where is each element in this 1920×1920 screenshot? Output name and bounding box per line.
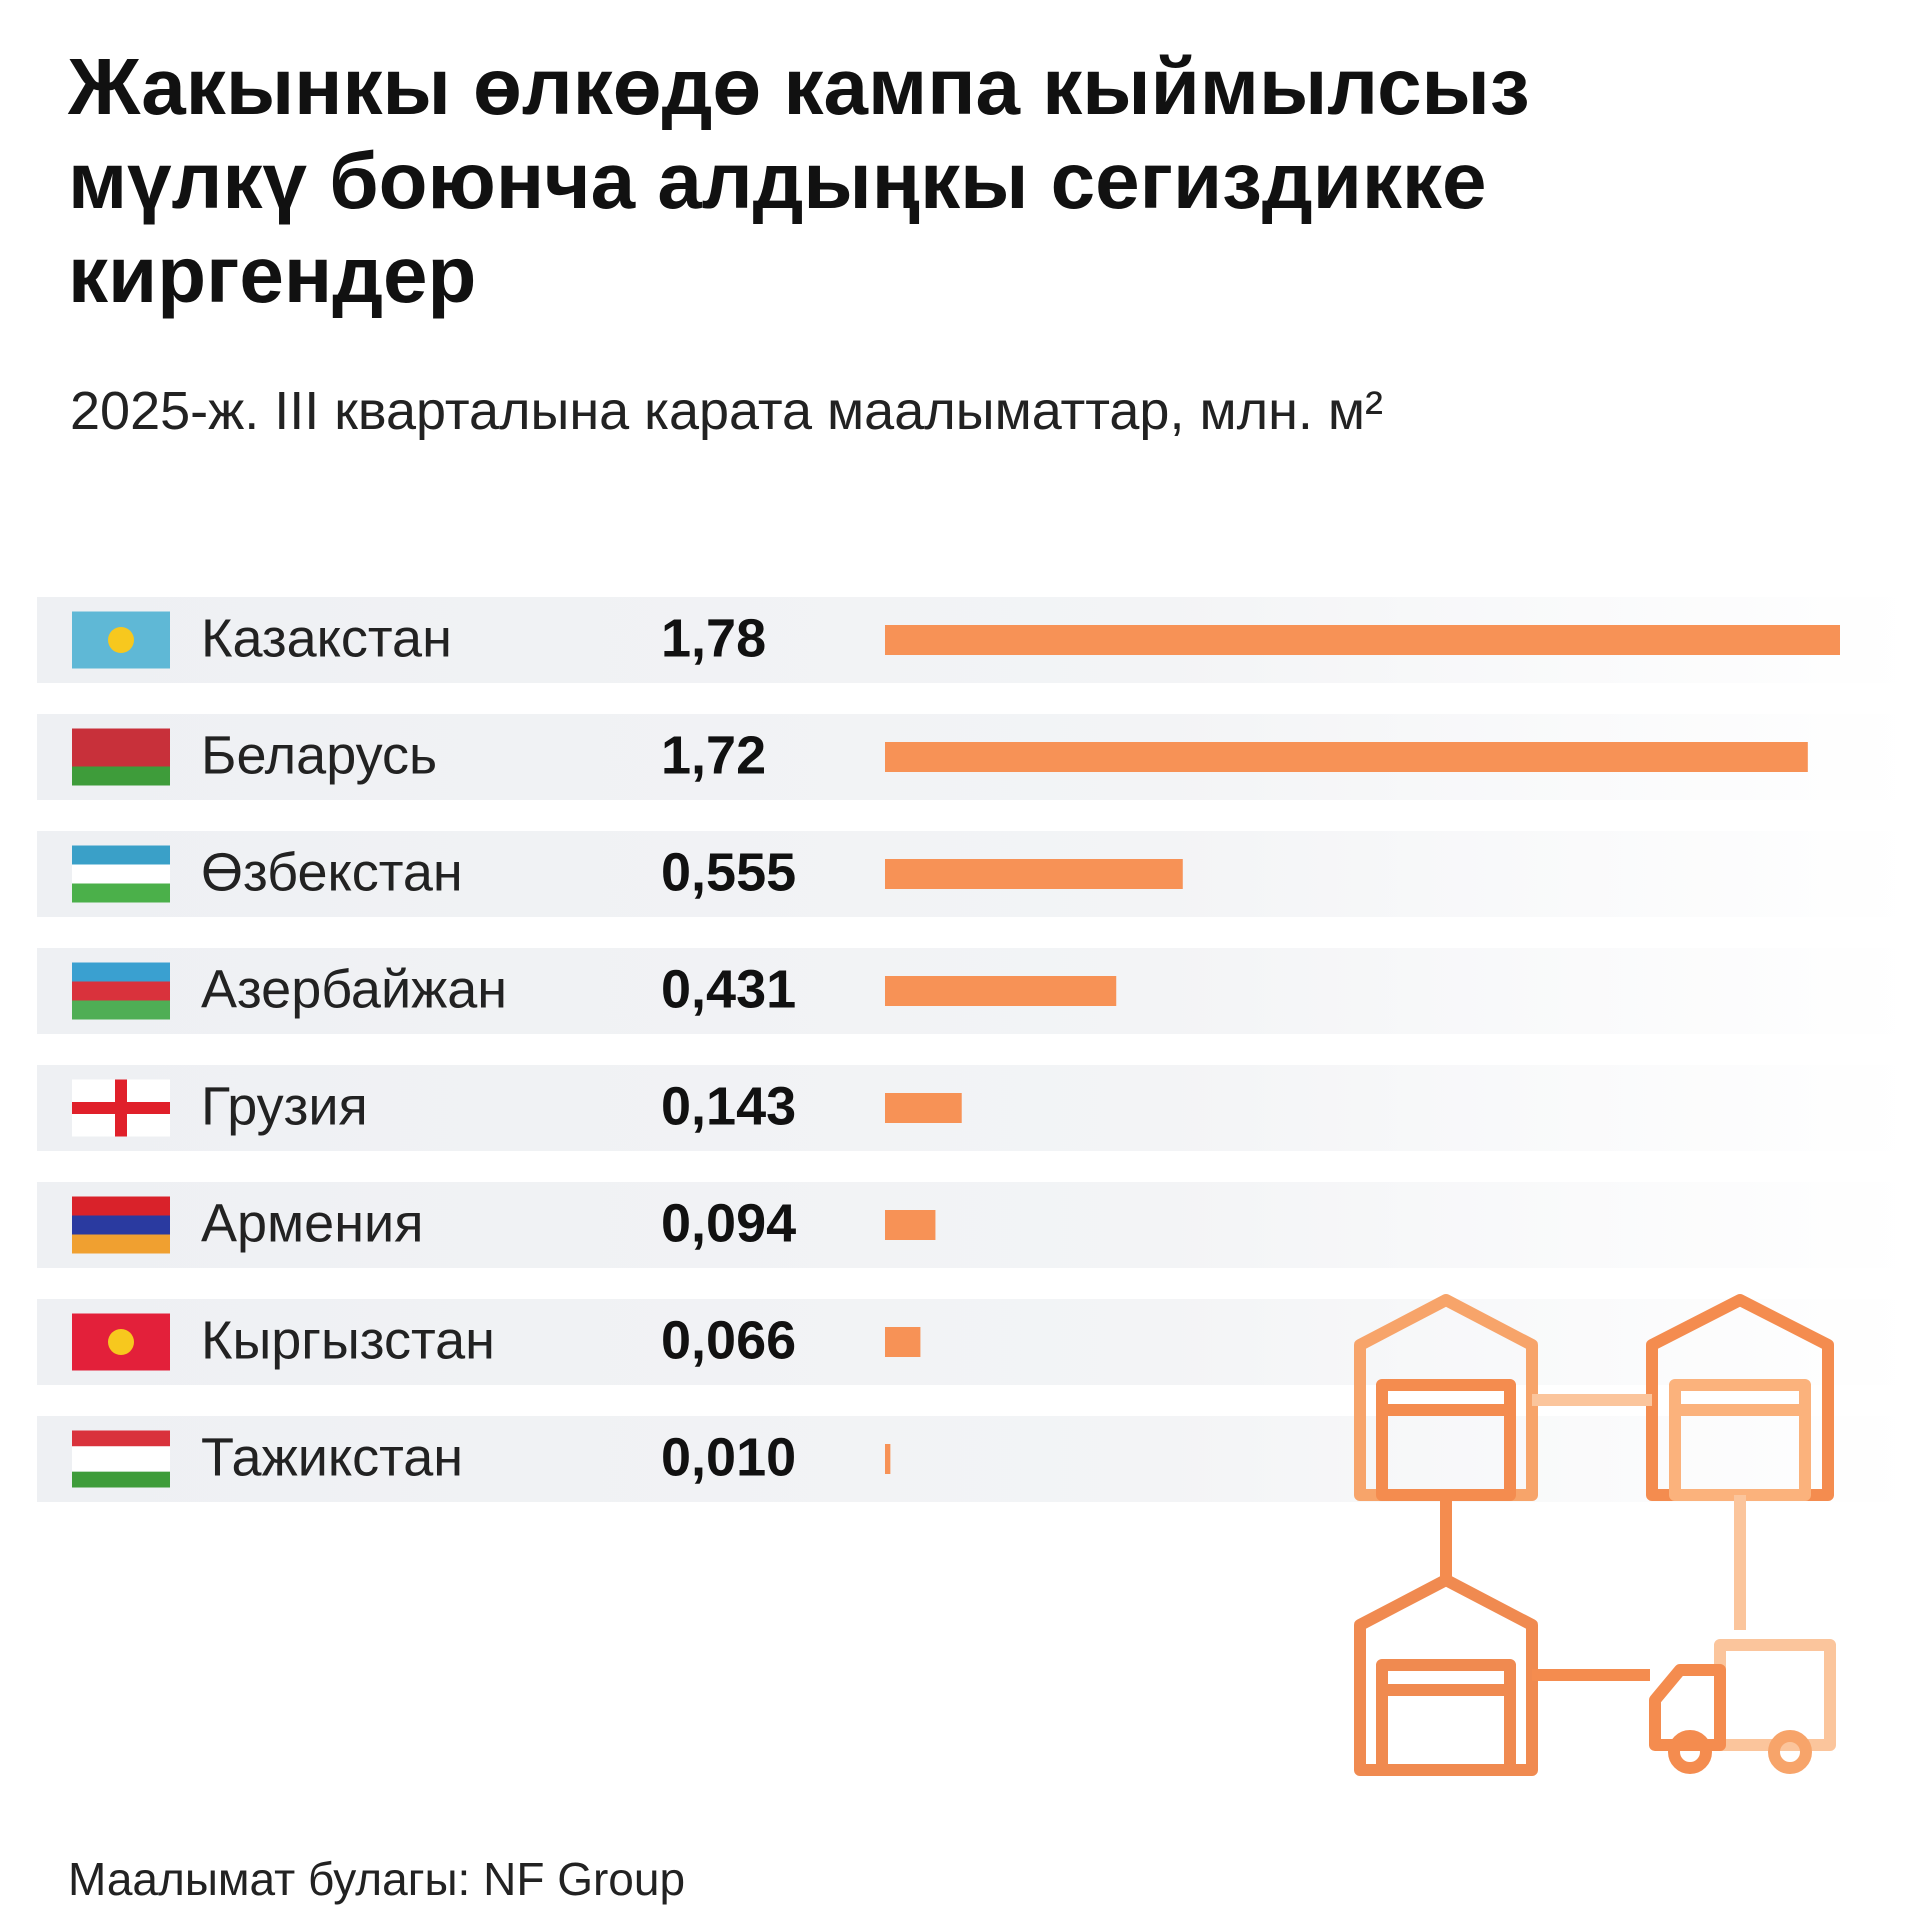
flag-stripe: [72, 1196, 170, 1216]
flag-cross: [72, 1102, 170, 1114]
bar: [885, 1327, 921, 1357]
flag-stripe: [72, 728, 170, 767]
flag-emblem: [108, 627, 134, 653]
value-label: 0,143: [661, 1076, 796, 1136]
row-band: [37, 1065, 1915, 1151]
flag-stripe: [72, 1234, 170, 1254]
flag-stripe: [72, 1446, 170, 1472]
value-label: 1,72: [661, 725, 766, 785]
category-label: Өзбекстан: [201, 842, 463, 902]
value-label: 0,066: [661, 1310, 796, 1370]
chart-title: Жакынкы өлкөдө кампа кыймылсыз мүлкү бою…: [68, 42, 1530, 319]
bar: [885, 1093, 962, 1123]
value-label: 1,78: [661, 608, 766, 668]
value-label: 0,010: [661, 1427, 796, 1487]
value-label: 0,094: [661, 1193, 796, 1253]
flag-stripe: [72, 1215, 170, 1235]
category-label: Грузия: [201, 1076, 368, 1136]
source-note: Маалымат булагы: NF Group: [68, 1853, 686, 1905]
flag-stripe: [72, 1000, 170, 1020]
bar: [885, 859, 1183, 889]
illustration: [1354, 1294, 1836, 1776]
row-band: [37, 1182, 1915, 1268]
flag-stripe: [72, 864, 170, 884]
category-label: Армения: [201, 1193, 423, 1253]
category-label: Казакстан: [201, 608, 452, 668]
flag-stripe: [72, 845, 170, 865]
flag-emblem: [108, 1329, 134, 1355]
value-label: 0,555: [661, 842, 796, 902]
bar: [885, 1210, 936, 1240]
chart-subtitle: 2025-ж. III кварталына карата маалыматта…: [70, 381, 1384, 441]
flag-stripe: [72, 962, 170, 982]
flag-stripe: [72, 883, 170, 903]
chart: Казакстан 1,78 Беларусь 1,72 Өзбекстан 0,555 А…: [37, 597, 1915, 1776]
flag-stripe: [72, 1430, 170, 1447]
category-label: Кыргызстан: [201, 1310, 495, 1370]
bar: [885, 742, 1808, 772]
bar: [885, 976, 1117, 1006]
flag-stripe: [72, 766, 170, 786]
flag-stripe: [72, 981, 170, 1001]
row-band: [37, 1416, 1915, 1502]
flag-stripe: [72, 1471, 170, 1488]
category-label: Тажикстан: [201, 1427, 463, 1487]
bar: [885, 1444, 891, 1474]
bar: [885, 625, 1840, 655]
category-label: Беларусь: [201, 725, 437, 785]
row-band: [37, 1299, 1915, 1385]
value-label: 0,431: [661, 959, 796, 1019]
category-label: Азербайжан: [201, 959, 507, 1019]
